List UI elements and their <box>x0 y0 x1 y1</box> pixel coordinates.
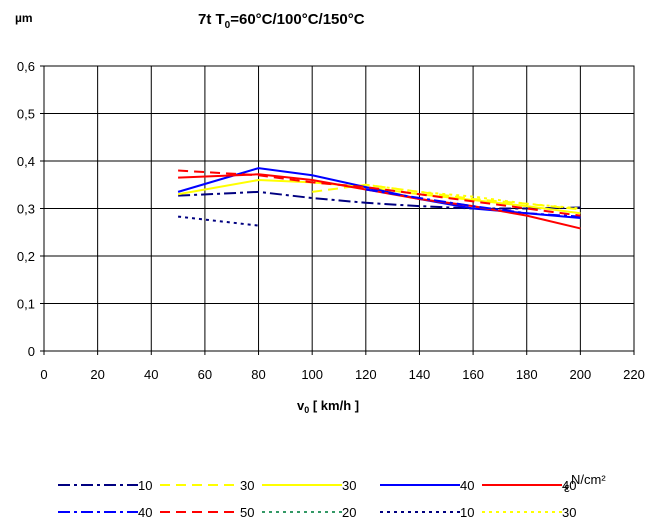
legend-unit-symbol: ε <box>564 480 570 495</box>
chart-title-main: 7t T <box>198 11 225 28</box>
legend-label-7: 50 <box>240 505 254 520</box>
legend: 10 30 30 40 40 40 50 20 10 30 <box>58 478 576 520</box>
series-line-6 <box>365 188 581 218</box>
series-line-5 <box>178 173 581 230</box>
legend-label-8: 20 <box>342 505 356 520</box>
legend-label-5: 40 <box>562 478 576 493</box>
y-tick-label: 0,2 <box>17 249 35 264</box>
series-line-10 <box>365 183 581 210</box>
y-axis-ticks: 0 0,1 0,2 0,3 0,4 0,5 0,6 <box>17 59 44 359</box>
y-tick-label: 0 <box>28 344 35 359</box>
chart-title: 7t T0=60°C/100°C/150°C <box>198 11 365 31</box>
chart-title-subscript: 0 <box>225 20 231 31</box>
x-axis-ticks: 0 20 40 60 80 100 120 140 160 180 200 220 <box>40 351 645 382</box>
x-axis-label-rest: [ km/h ] <box>309 398 359 413</box>
x-tick-label: 180 <box>516 367 538 382</box>
x-tick-label: 20 <box>90 367 104 382</box>
series-line-9 <box>177 215 259 227</box>
series-layer <box>177 167 581 230</box>
x-tick-label: 120 <box>355 367 377 382</box>
x-tick-label: 160 <box>462 367 484 382</box>
legend-label-3: 30 <box>342 478 356 493</box>
x-tick-label: 0 <box>40 367 47 382</box>
legend-label-9: 10 <box>460 505 474 520</box>
legend-label-4: 40 <box>460 478 474 493</box>
legend-label-1: 10 <box>138 478 152 493</box>
y-axis-label: µm <box>15 11 33 25</box>
legend-unit-label: N/cm² <box>571 472 606 487</box>
x-tick-label: 40 <box>144 367 158 382</box>
x-axis-label-main: v <box>297 398 305 413</box>
x-tick-label: 60 <box>198 367 212 382</box>
legend-label-2: 30 <box>240 478 254 493</box>
y-tick-label: 0,1 <box>17 297 35 312</box>
x-tick-label: 100 <box>301 367 323 382</box>
series-line-2 <box>312 183 581 211</box>
y-tick-label: 0,4 <box>17 154 35 169</box>
x-tick-label: 220 <box>623 367 645 382</box>
y-tick-label: 0,3 <box>17 202 35 217</box>
y-tick-label: 0,5 <box>17 107 35 122</box>
y-tick-label: 0,6 <box>17 59 35 74</box>
x-tick-label: 200 <box>570 367 592 382</box>
series-line-1 <box>178 190 581 210</box>
series-line-7 <box>178 169 581 217</box>
x-axis-label: v0 [ km/h ] <box>297 398 359 415</box>
x-tick-label: 80 <box>251 367 265 382</box>
legend-label-10: 30 <box>562 505 576 520</box>
legend-label-6: 40 <box>138 505 152 520</box>
chart-title-rest: =60°C/100°C/150°C <box>230 11 364 28</box>
x-tick-label: 140 <box>409 367 431 382</box>
x-axis-label-subscript: 0 <box>304 405 309 415</box>
